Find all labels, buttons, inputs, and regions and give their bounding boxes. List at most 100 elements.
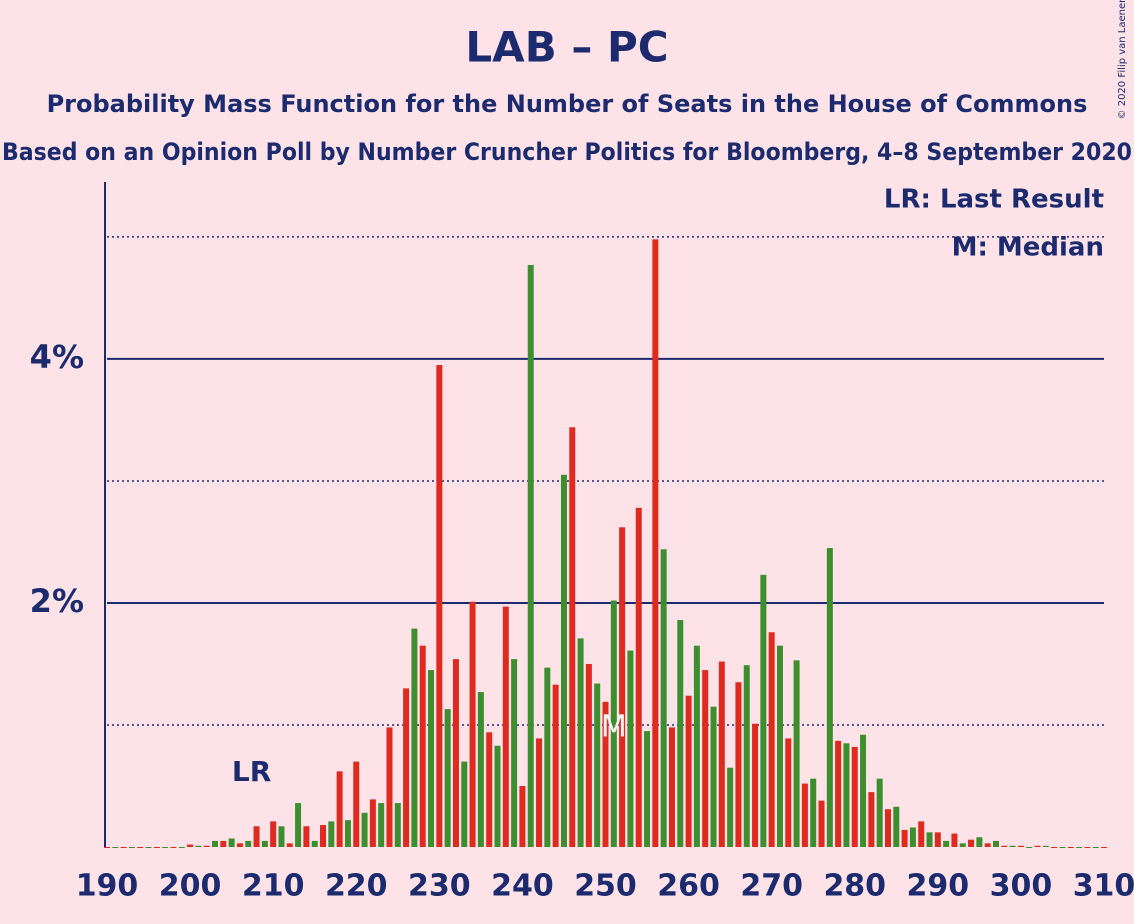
bar [270, 821, 277, 847]
x-tick-label: 230 [408, 869, 471, 904]
bar [810, 778, 817, 847]
x-tick-label: 270 [740, 869, 803, 904]
bar [220, 840, 227, 847]
bar [959, 843, 966, 847]
bar [253, 826, 260, 847]
bar [145, 847, 152, 848]
bar [909, 827, 916, 847]
x-tick-label: 240 [491, 869, 554, 904]
chart-subtitle: Probability Mass Function for the Number… [47, 90, 1088, 118]
bar [1009, 845, 1016, 847]
bar [984, 843, 991, 847]
bar [502, 606, 509, 847]
bar [577, 638, 584, 847]
x-tick-label: 250 [574, 869, 637, 904]
bar [992, 840, 999, 847]
bar [818, 800, 825, 847]
bar [278, 826, 285, 847]
bar [436, 365, 443, 847]
bar [785, 738, 792, 847]
bar [976, 837, 983, 847]
bar [735, 682, 742, 847]
bar [951, 833, 958, 847]
x-tick-label: 290 [907, 869, 970, 904]
bar [635, 507, 642, 847]
x-tick-label: 310 [1073, 869, 1134, 904]
bar [602, 701, 609, 847]
bar [1026, 847, 1033, 848]
bar [851, 746, 858, 847]
bar [619, 527, 626, 847]
bar [1067, 847, 1074, 848]
bar [552, 684, 559, 847]
bar [386, 727, 393, 847]
bar [1084, 847, 1091, 848]
x-tick-label: 190 [76, 869, 139, 904]
bar [1001, 845, 1008, 847]
legend-entry: LR: Last Result [884, 185, 1104, 215]
bar [403, 688, 410, 847]
bar [286, 843, 293, 847]
bar [718, 661, 725, 847]
bar [519, 785, 526, 847]
bar [486, 732, 493, 847]
bar [644, 731, 651, 847]
bar [137, 847, 144, 848]
bar [627, 650, 634, 847]
bar [261, 840, 268, 847]
x-tick-label: 220 [325, 869, 388, 904]
bar [560, 474, 567, 847]
bar [901, 829, 908, 847]
bar [585, 663, 592, 847]
bar [170, 847, 177, 848]
last-result-marker: LR [232, 755, 271, 788]
bar [610, 600, 617, 847]
bar [968, 839, 975, 847]
chart-title: LAB – PC [465, 23, 668, 72]
bar [668, 727, 675, 847]
x-tick-label: 210 [242, 869, 305, 904]
copyright: © 2020 Filip van Laenen [1117, 0, 1128, 119]
bar [918, 821, 925, 847]
chart-source: Based on an Opinion Poll by Number Crunc… [2, 138, 1132, 166]
x-tick-label: 300 [990, 869, 1053, 904]
bar [943, 840, 950, 847]
bar [1034, 845, 1041, 847]
bar [1092, 847, 1099, 848]
bar [652, 239, 659, 847]
bar [685, 695, 692, 847]
bar [336, 771, 343, 847]
bar [727, 767, 734, 847]
bar [743, 665, 750, 847]
bar [303, 826, 310, 847]
bar [461, 761, 468, 847]
bar [228, 838, 235, 847]
bar [843, 743, 850, 847]
bar [1017, 845, 1024, 847]
bar [361, 812, 368, 847]
bar [452, 659, 459, 847]
bar [1042, 845, 1049, 847]
bar [469, 601, 476, 847]
bar [934, 832, 941, 847]
bar [128, 847, 135, 848]
bar [295, 803, 302, 847]
bar [394, 803, 401, 847]
x-tick-label: 260 [657, 869, 720, 904]
bar [544, 667, 551, 847]
bar [369, 799, 376, 847]
bar [104, 847, 110, 848]
x-tick-label: 200 [159, 869, 222, 904]
bar [801, 783, 808, 847]
bar [236, 843, 243, 847]
bar [1076, 847, 1083, 848]
bar [477, 692, 484, 847]
bar [195, 845, 202, 847]
bar [344, 820, 351, 847]
median-marker: M [601, 710, 627, 745]
bar [677, 620, 684, 847]
bar [1059, 847, 1066, 848]
bar [112, 847, 119, 848]
bar [203, 845, 210, 847]
